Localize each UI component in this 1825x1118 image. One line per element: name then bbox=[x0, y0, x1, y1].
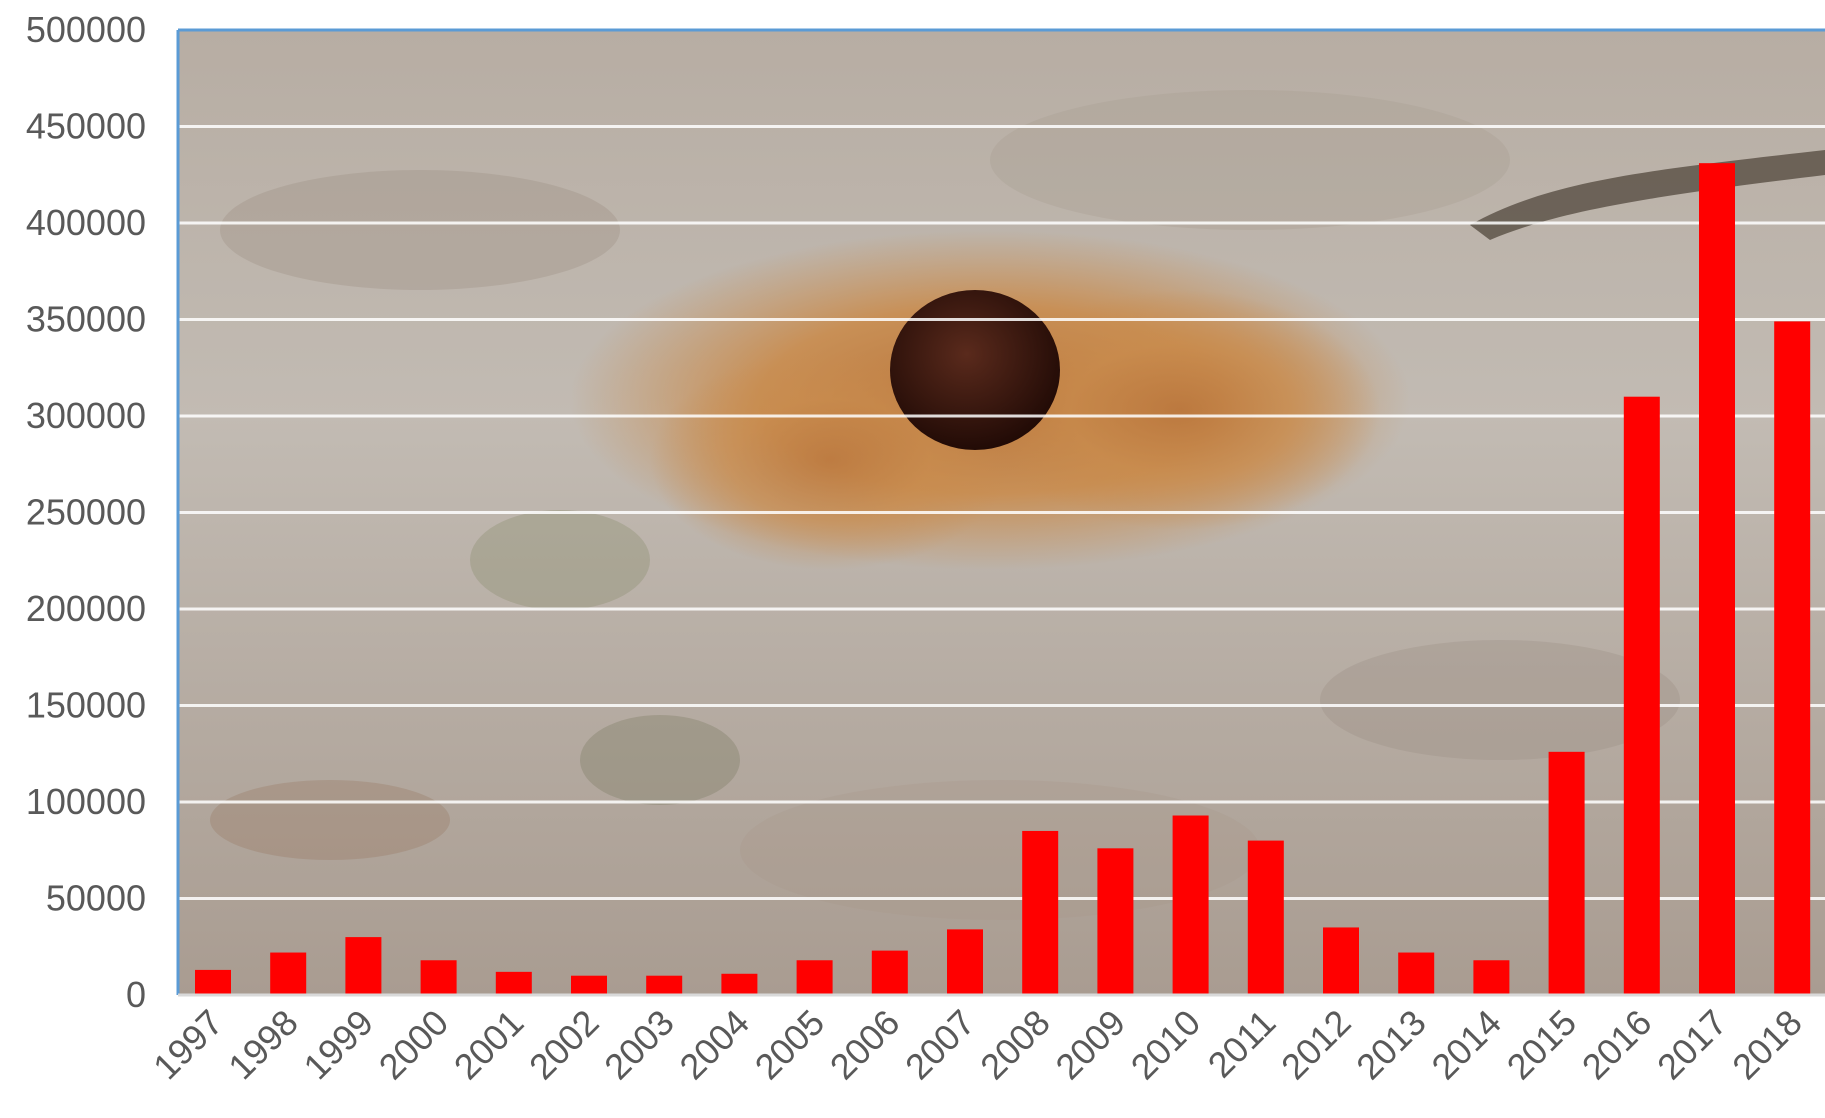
x-tick-label: 2006 bbox=[822, 1002, 908, 1088]
x-tick-label: 2007 bbox=[897, 1002, 983, 1088]
x-tick-label: 2000 bbox=[371, 1002, 457, 1088]
x-tick-label: 2009 bbox=[1047, 1002, 1133, 1088]
bar-2006 bbox=[871, 950, 908, 995]
x-tick-label: 2013 bbox=[1348, 1002, 1434, 1088]
bar-2016 bbox=[1623, 396, 1660, 995]
x-tick-label: 2004 bbox=[671, 1002, 757, 1088]
x-tick-label: 2015 bbox=[1499, 1002, 1585, 1088]
x-tick-label: 1998 bbox=[220, 1002, 306, 1088]
y-tick-label: 450000 bbox=[26, 106, 146, 147]
x-tick-label: 2011 bbox=[1200, 1002, 1284, 1086]
bar-2013 bbox=[1398, 952, 1435, 995]
bar-2017 bbox=[1699, 163, 1735, 996]
bar-1999 bbox=[345, 937, 382, 995]
x-tick-label: 2005 bbox=[747, 1002, 833, 1088]
x-tick-label: 2002 bbox=[521, 1002, 607, 1088]
x-tick-label: 2001 bbox=[446, 1002, 532, 1088]
bar-2010 bbox=[1172, 815, 1209, 995]
bar-2007 bbox=[947, 929, 983, 995]
x-tick-label: 2014 bbox=[1423, 1002, 1509, 1088]
bar-2009 bbox=[1097, 848, 1134, 995]
y-tick-label: 400000 bbox=[26, 202, 146, 243]
y-tick-label: 0 bbox=[126, 974, 146, 1015]
y-axis-tick-labels: 0 50000 100000 150000 200000 250000 300000 3500… bbox=[26, 9, 146, 1015]
bar-2012 bbox=[1323, 927, 1359, 995]
bar-2003 bbox=[646, 975, 683, 995]
x-axis-tick-labels: 1997199819992000200120022003200420052006… bbox=[145, 1002, 1810, 1088]
y-tick-label: 500000 bbox=[26, 9, 146, 50]
bar-2015 bbox=[1548, 751, 1585, 995]
bar-2004 bbox=[721, 973, 758, 995]
x-tick-label: 1999 bbox=[295, 1002, 381, 1088]
bar-2002 bbox=[571, 975, 607, 995]
x-tick-label: 2018 bbox=[1724, 1002, 1810, 1088]
bar-2018 bbox=[1774, 321, 1811, 995]
y-tick-label: 300000 bbox=[26, 395, 146, 436]
bar-2011 bbox=[1247, 840, 1284, 995]
x-tick-label: 1997 bbox=[145, 1002, 231, 1088]
x-tick-label: 2016 bbox=[1574, 1002, 1660, 1088]
x-tick-label: 2012 bbox=[1273, 1002, 1359, 1088]
bar-1998 bbox=[270, 952, 307, 995]
x-tick-label: 2010 bbox=[1123, 1002, 1209, 1088]
y-tick-label: 250000 bbox=[26, 492, 146, 533]
x-tick-label: 2003 bbox=[596, 1002, 682, 1088]
y-tick-label: 200000 bbox=[26, 588, 146, 629]
bar-2005 bbox=[796, 960, 833, 995]
bar-2008 bbox=[1022, 830, 1059, 995]
y-tick-label: 100000 bbox=[26, 781, 146, 822]
x-tick-label: 2017 bbox=[1649, 1002, 1735, 1088]
y-tick-label: 350000 bbox=[26, 299, 146, 340]
bar-2014 bbox=[1473, 960, 1510, 995]
y-tick-label: 50000 bbox=[46, 878, 146, 919]
bar-2000 bbox=[420, 960, 457, 995]
y-tick-label: 150000 bbox=[26, 685, 146, 726]
bar-1997 bbox=[195, 969, 231, 995]
bar-2001 bbox=[495, 971, 532, 995]
axes bbox=[176, 28, 1825, 997]
bars bbox=[195, 163, 1811, 996]
x-tick-label: 2008 bbox=[972, 1002, 1058, 1088]
